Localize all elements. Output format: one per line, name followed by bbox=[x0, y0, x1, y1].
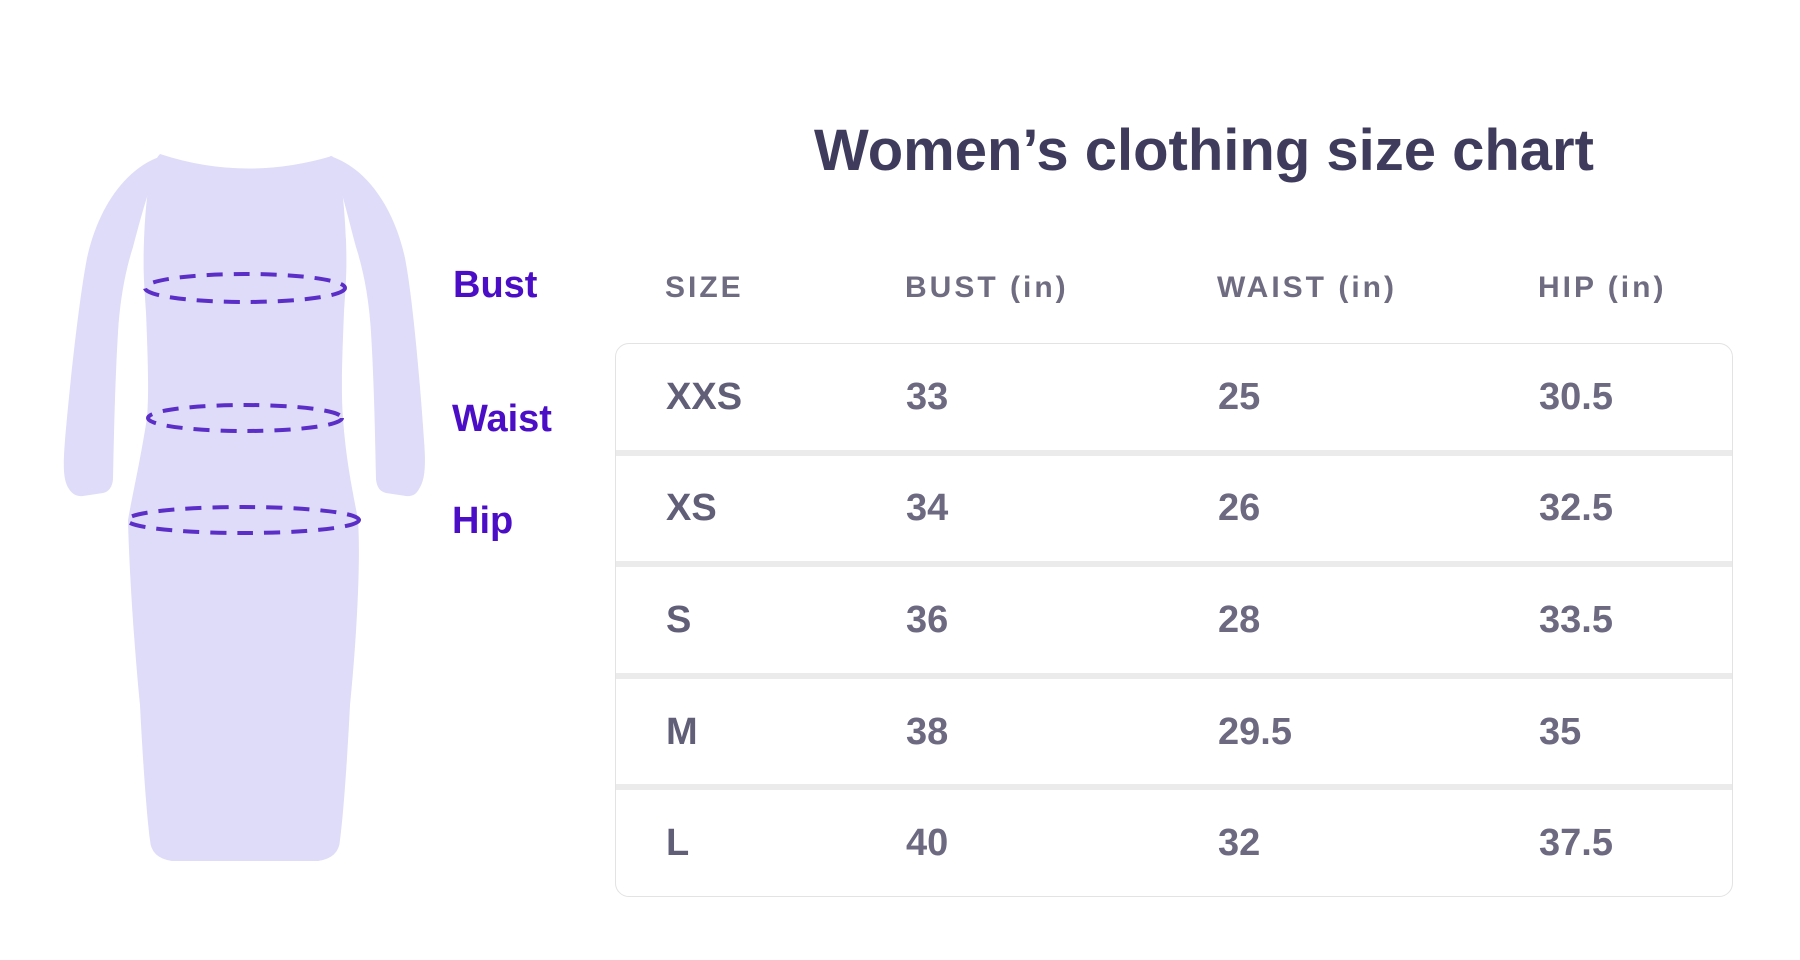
table-row: S 36 28 33.5 bbox=[616, 561, 1732, 673]
hip-label: Hip bbox=[452, 500, 514, 542]
bust-cell: 36 bbox=[906, 598, 949, 641]
waist-label: Waist bbox=[452, 398, 552, 440]
hip-cell: 32.5 bbox=[1539, 487, 1613, 530]
size-cell: L bbox=[666, 822, 690, 865]
table-row: XXS 33 25 30.5 bbox=[616, 344, 1732, 450]
hip-cell: 33.5 bbox=[1539, 598, 1613, 641]
waist-cell: 25 bbox=[1218, 375, 1261, 418]
waist-cell: 26 bbox=[1218, 487, 1261, 530]
bust-cell: 33 bbox=[906, 375, 949, 418]
waist-measure-line bbox=[146, 403, 344, 433]
waist-cell: 28 bbox=[1218, 598, 1261, 641]
column-header-waist: WAIST (in) bbox=[1217, 271, 1397, 304]
bust-label: Bust bbox=[453, 264, 538, 306]
size-cell: M bbox=[666, 710, 698, 753]
bust-measure-line bbox=[143, 272, 347, 304]
size-table: XXS 33 25 30.5 XS 34 26 32.5 S 36 28 33.… bbox=[615, 343, 1733, 897]
table-row: M 38 29.5 35 bbox=[616, 672, 1732, 785]
dress-left-sleeve bbox=[63, 156, 162, 497]
bust-cell: 34 bbox=[906, 487, 949, 530]
column-header-size: SIZE bbox=[665, 271, 744, 304]
page-title: Women’s clothing size chart bbox=[814, 118, 1594, 183]
column-header-hip: HIP (in) bbox=[1538, 271, 1667, 304]
table-row: XS 34 26 32.5 bbox=[616, 449, 1732, 562]
dress-right-sleeve bbox=[330, 156, 425, 497]
hip-cell: 37.5 bbox=[1539, 822, 1613, 865]
waist-cell: 32 bbox=[1218, 822, 1261, 865]
bust-cell: 38 bbox=[906, 710, 949, 753]
column-header-bust: BUST (in) bbox=[905, 271, 1069, 304]
waist-cell: 29.5 bbox=[1218, 710, 1292, 753]
table-row: L 40 32 37.5 bbox=[616, 784, 1732, 896]
size-cell: XXS bbox=[666, 375, 743, 418]
hip-measure-line bbox=[125, 505, 361, 535]
hip-cell: 35 bbox=[1539, 710, 1582, 753]
size-cell: XS bbox=[666, 487, 717, 530]
bust-cell: 40 bbox=[906, 822, 949, 865]
dress-illustration bbox=[63, 154, 425, 861]
hip-cell: 30.5 bbox=[1539, 375, 1613, 418]
size-cell: S bbox=[666, 598, 692, 641]
